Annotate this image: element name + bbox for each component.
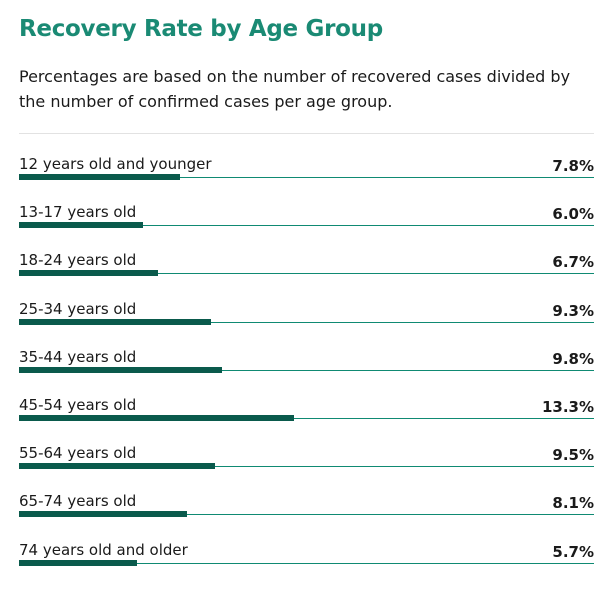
bar-category-label: 45-54 years old: [19, 396, 137, 414]
bar-value-label: 6.0%: [552, 205, 594, 224]
bar-row: 65-74 years old 8.1%: [19, 491, 594, 531]
header-divider: [19, 133, 594, 134]
bar: [19, 222, 143, 229]
bar-value-label: 9.8%: [552, 349, 594, 368]
bar-track-line: [19, 369, 594, 371]
bar-track-line: [19, 321, 594, 323]
bar-row: 45-54 years old 13.3%: [19, 395, 594, 435]
bar-track-line: [19, 562, 594, 564]
bar-value-label: 13.3%: [541, 398, 594, 416]
bar-value-label: 7.8%: [552, 157, 594, 175]
bar-category-label: 74 years old and older: [19, 540, 188, 559]
bar: [19, 174, 180, 180]
bar-value-label: 8.1%: [552, 494, 594, 513]
bar-track-line: [19, 418, 594, 419]
bar-row: 55-64 years old 9.5%: [19, 443, 594, 483]
bar-track-line: [19, 514, 594, 516]
bar-track-line: [19, 466, 594, 468]
bar: [19, 415, 294, 421]
bar-value-label: 9.3%: [552, 301, 594, 320]
bar-value-label: 5.7%: [552, 542, 594, 561]
chart-title: Recovery Rate by Age Group: [19, 16, 383, 42]
bar-row: 13-17 years old 6.0%: [19, 202, 594, 242]
bar-track-line: [19, 273, 594, 275]
bar: [19, 463, 215, 470]
bar-category-label: 12 years old and younger: [19, 155, 212, 173]
bar-row: 25-34 years old 9.3%: [19, 299, 594, 339]
bar-list: 12 years old and younger 7.8% 13-17 years …: [19, 0, 594, 600]
bar-category-label: 65-74 years old: [19, 492, 137, 511]
bar-category-label: 55-64 years old: [19, 444, 137, 463]
bar-category-label: 35-44 years old: [19, 347, 137, 366]
bar-category-label: 13-17 years old: [19, 203, 137, 222]
bar-value-label: 6.7%: [552, 253, 594, 272]
bar: [19, 270, 158, 277]
bar-row: 74 years old and older 5.7%: [19, 540, 594, 580]
bar: [19, 511, 187, 518]
bar-category-label: 18-24 years old: [19, 251, 137, 270]
bar-row: 18-24 years old 6.7%: [19, 250, 594, 290]
bar-row: 35-44 years old 9.8%: [19, 347, 594, 387]
bar-value-label: 9.5%: [552, 446, 594, 465]
bar: [19, 318, 211, 325]
bar: [19, 366, 222, 373]
chart-subtitle: Percentages are based on the number of r…: [19, 67, 571, 111]
bar-row: 12 years old and younger 7.8%: [19, 154, 594, 194]
bar-category-label: 25-34 years old: [19, 299, 137, 318]
bar-track-line: [19, 225, 594, 227]
bar: [19, 559, 137, 566]
bar-track-line: [19, 177, 594, 178]
